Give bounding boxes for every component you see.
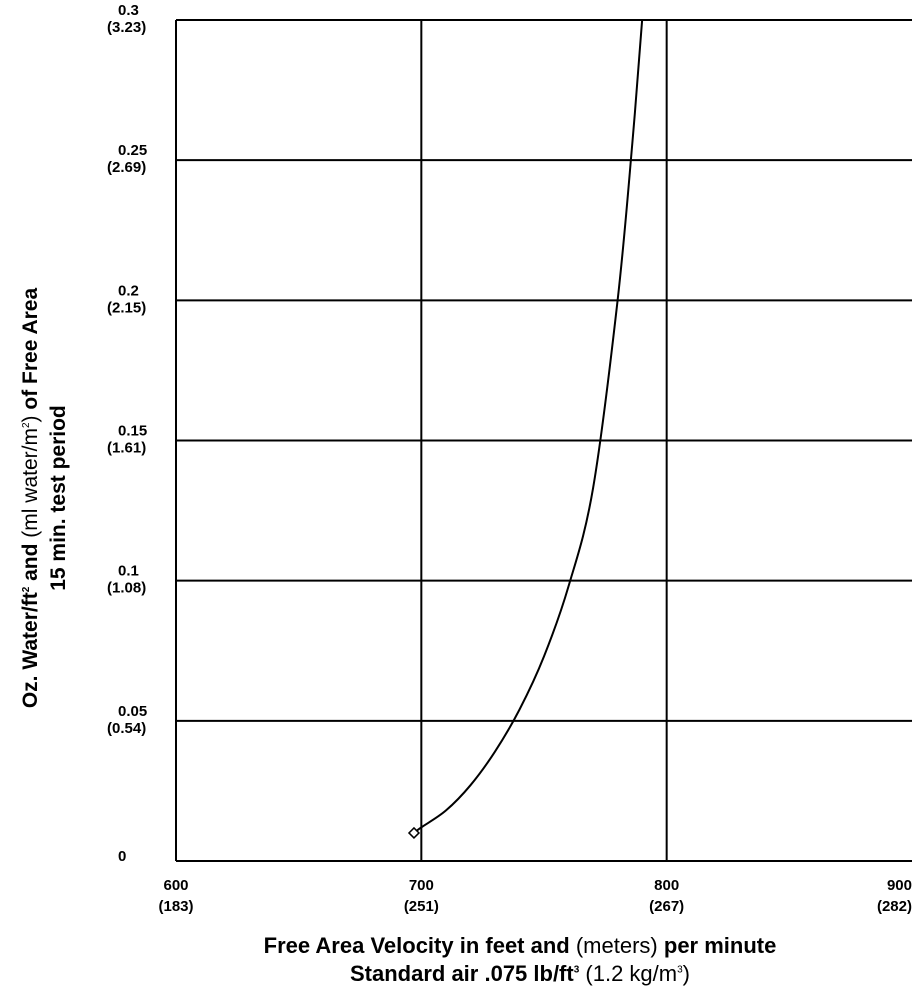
x-tick-sublabel: (282) (877, 898, 912, 915)
y-tick-label: 0.1 (118, 563, 139, 580)
x-tick-sublabel: (251) (404, 898, 439, 915)
x-tick-sublabel: (183) (158, 898, 193, 915)
y-tick-sublabel: (1.08) (107, 580, 146, 597)
grid (175, 19, 912, 862)
x-tick-label: 600 (163, 877, 188, 894)
y-tick-sublabel: (2.15) (107, 299, 146, 316)
x-tick-label: 800 (654, 877, 679, 894)
y-tick-label: 0.3 (118, 2, 139, 19)
y-tick-sublabel: (1.61) (107, 440, 146, 457)
y-axis-label-part: Oz. Water/ft (19, 592, 42, 709)
y-axis-label-part: ) (19, 415, 42, 423)
y-tick-label: 0.2 (118, 282, 139, 299)
x-axis-label-sup: 3 (573, 964, 580, 976)
x-axis-label-line-2: Standard air .075 lb/ft3 (1.2 kg/m3) (140, 960, 900, 988)
x-tick-label: 700 (409, 877, 434, 894)
y-tick-label: 0.05 (118, 703, 147, 720)
series-group (407, 19, 644, 840)
y-tick-label: 0.15 (118, 423, 147, 440)
y-axis-label-line-2: 15 min. test period (47, 405, 70, 591)
y-tick-sublabel: (3.23) (107, 19, 146, 36)
y-axis-label-sup: 2 (21, 422, 32, 429)
x-axis-label-part: per minute (663, 933, 777, 958)
y-tick-sublabel: (2.69) (107, 159, 146, 176)
x-tick-sublabel: (267) (649, 898, 684, 915)
y-axis-label: Oz. Water/ft2 and (ml water/m2) of Free … (17, 118, 73, 878)
x-axis-label-line-1: Free Area Velocity in feet and (meters) … (140, 932, 900, 960)
x-axis-label-part: (1.2 kg/m (585, 961, 678, 986)
series-start-marker (407, 826, 421, 840)
x-axis-label-part: Standard air .075 lb/ft (349, 961, 574, 986)
y-tick-label: 0 (118, 848, 126, 865)
y-axis-label-line-1: Oz. Water/ft2 and (ml water/m2) of Free … (17, 118, 45, 878)
series-line-0 (413, 19, 644, 834)
y-tick-labels: 0 0.05(0.54) 0.1(1.08) 0.15(1.61) 0.2(2.15) 0… (107, 2, 147, 865)
x-axis-label-part: ) (682, 961, 690, 986)
y-axis-label-part: and (19, 543, 42, 581)
y-axis-label-part: of Free Area (19, 287, 42, 410)
y-tick-label: 0.25 (118, 142, 147, 159)
y-axis-label-sup: 2 (21, 586, 32, 593)
x-tick-labels: 600 (183) 700 (251) 800 (267) 900 (282) (158, 877, 912, 915)
x-axis-label-part: (meters) (575, 933, 658, 958)
y-tick-sublabel: (0.54) (107, 720, 146, 737)
x-tick-label: 900 (887, 877, 912, 894)
x-axis-label-sup: 3 (677, 964, 683, 976)
x-axis-label-part: Free Area Velocity in feet and (263, 933, 570, 958)
y-axis-label-part: (ml water/m (19, 428, 42, 538)
